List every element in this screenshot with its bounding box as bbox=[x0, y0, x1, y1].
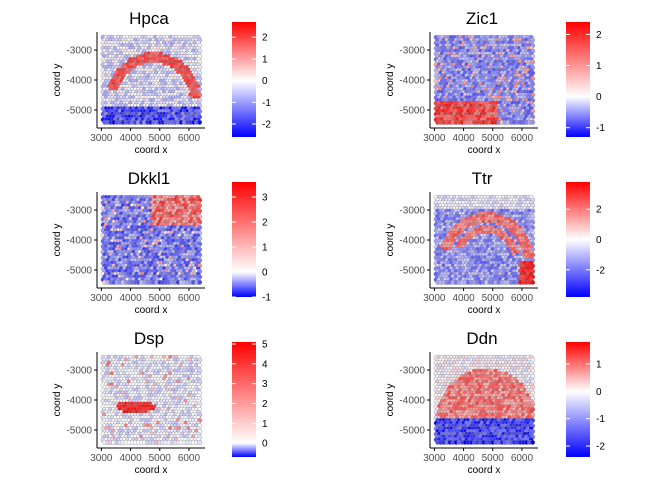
x-tick-label: 5000 bbox=[482, 133, 505, 144]
y-tick-label: -5000 bbox=[399, 266, 425, 277]
colorbar-tick-label: -1 bbox=[596, 123, 605, 134]
y-axis-label: coord y bbox=[52, 224, 63, 257]
colorbar: 2 0 -2 bbox=[566, 182, 605, 297]
y-tick-label: -5000 bbox=[399, 106, 425, 117]
y-tick-label: -4000 bbox=[66, 76, 92, 87]
spot bbox=[197, 119, 203, 125]
x-tick-label: 3000 bbox=[90, 293, 113, 304]
colorbar-tick-label: 2 bbox=[262, 218, 268, 229]
x-tick-label: 4000 bbox=[452, 293, 475, 304]
panel-title: Ttr bbox=[472, 169, 493, 188]
x-axis-label: coord x bbox=[135, 145, 168, 156]
y-axis-label: coord y bbox=[52, 64, 63, 97]
y-tick-label: -3000 bbox=[399, 206, 425, 217]
panel-title: Dsp bbox=[134, 329, 164, 348]
colorbar-tick-label: -1 bbox=[262, 293, 271, 304]
colorbar-gradient bbox=[232, 182, 256, 297]
x-tick-label: 3000 bbox=[423, 133, 446, 144]
x-tick-label: 6000 bbox=[511, 293, 534, 304]
x-tick-label: 4000 bbox=[452, 133, 475, 144]
colorbar-tick-label: 0 bbox=[262, 76, 268, 87]
colorbar-tick-label: 0 bbox=[262, 268, 268, 279]
y-tick-label: -5000 bbox=[66, 106, 92, 117]
x-tick-label: 6000 bbox=[511, 133, 534, 144]
y-tick-label: -3000 bbox=[66, 46, 92, 57]
spots bbox=[433, 34, 536, 125]
colorbar-tick-label: 0 bbox=[596, 235, 602, 246]
colorbar-gradient bbox=[232, 22, 256, 137]
colorbar-tick-label: 1 bbox=[596, 61, 602, 72]
colorbar-tick-label: 0 bbox=[596, 92, 602, 103]
y-tick-label: -4000 bbox=[399, 236, 425, 247]
y-tick-label: -5000 bbox=[66, 266, 92, 277]
x-axis-label: coord x bbox=[468, 305, 501, 316]
spots bbox=[433, 194, 536, 285]
colorbar-gradient bbox=[566, 22, 590, 137]
panel-title: Hpca bbox=[129, 9, 169, 28]
y-axis-label: coord y bbox=[385, 64, 396, 97]
y-tick-label: -4000 bbox=[399, 76, 425, 87]
panel-title: Zic1 bbox=[466, 9, 498, 28]
colorbar-tick-label: 1 bbox=[262, 243, 268, 254]
colorbar-tick-label: -2 bbox=[262, 119, 271, 130]
colorbar-tick-label: 2 bbox=[262, 33, 268, 44]
colorbar-tick-label: 2 bbox=[596, 205, 602, 216]
x-tick-label: 4000 bbox=[119, 293, 142, 304]
x-tick-label: 4000 bbox=[119, 133, 142, 144]
x-tick-label: 3000 bbox=[90, 133, 113, 144]
colorbar-tick-label: 2 bbox=[596, 30, 602, 41]
y-tick-label: -4000 bbox=[66, 236, 92, 247]
spot bbox=[530, 119, 536, 125]
x-tick-label: 5000 bbox=[482, 293, 505, 304]
colorbar-tick-label: -2 bbox=[596, 265, 605, 276]
x-tick-label: 3000 bbox=[423, 293, 446, 304]
y-axis-label: coord y bbox=[385, 224, 396, 257]
x-tick-label: 6000 bbox=[178, 133, 201, 144]
spots bbox=[100, 34, 203, 125]
colorbar: 2 1 0 -1 bbox=[566, 22, 605, 137]
colorbar-tick-label: 3 bbox=[262, 193, 268, 204]
x-tick-label: 5000 bbox=[149, 293, 172, 304]
spots bbox=[100, 354, 203, 445]
spots bbox=[100, 194, 203, 285]
panel-title: Dkkl1 bbox=[128, 169, 171, 188]
x-axis-label: coord x bbox=[468, 145, 501, 156]
colorbar: 2 1 0 -1 -2 bbox=[232, 22, 271, 137]
colorbar-tick-label: 1 bbox=[262, 54, 268, 65]
colorbar-tick-label: -1 bbox=[262, 98, 271, 109]
x-tick-label: 6000 bbox=[178, 293, 201, 304]
y-tick-label: -3000 bbox=[66, 206, 92, 217]
spot bbox=[197, 279, 203, 285]
y-tick-label: -3000 bbox=[399, 46, 425, 57]
spot bbox=[530, 279, 536, 285]
colorbar: 3 2 1 0 -1 bbox=[232, 182, 271, 304]
x-tick-label: 5000 bbox=[149, 133, 172, 144]
x-axis-label: coord x bbox=[135, 305, 168, 316]
